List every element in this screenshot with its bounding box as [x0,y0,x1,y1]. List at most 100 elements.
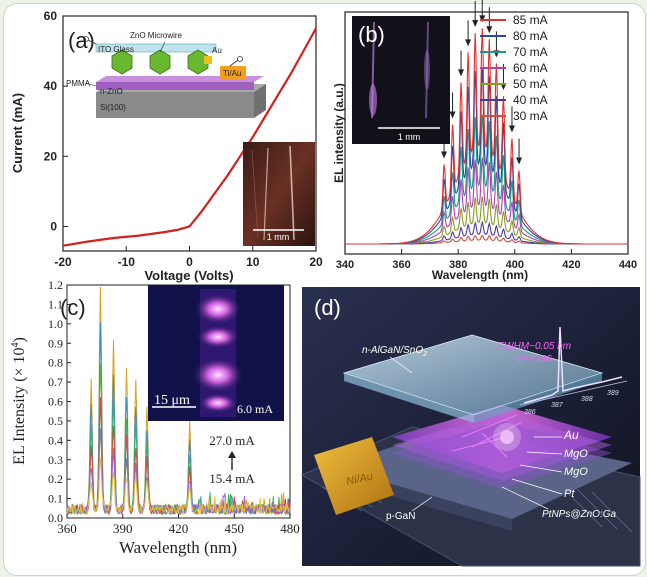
panel-c-letter: (c) [60,295,86,320]
pt-label: Pt [564,488,575,500]
panel-a-letter: (a) [68,28,95,53]
panel-b-xtick-label: 440 [619,259,637,271]
panel-c: 360 390 420 450 480 0.0 0.1 0.2 0.3 0.4 0.5 0.6 0.7 0… [0,278,300,577]
panel-b-inset-photo: 1 mm [352,16,450,144]
panel-c-series-line [66,428,291,517]
legend-label: 70 mA [513,45,548,59]
label-si: Si(100) [100,103,126,112]
panel-a: -20 -10 0 10 20 0 20 40 60 Current (mA) Voltage … [0,0,330,285]
mgo-label-2: MgO [564,466,588,478]
panel-c-xtick-label: 480 [280,521,300,536]
fwhm-label: FWHM~0.05 nm [498,341,571,352]
panel-a-ytick-label: 40 [44,79,58,93]
panel-c-xtick-label: 360 [57,521,77,536]
label-n-zno: n-ZnO [100,87,123,96]
panel-b-peak-arrowhead [441,151,448,159]
label-ti-au: Ti/Au [223,69,241,78]
panel-a-inset-diagram: ZnO Microwire ITO Glass Au Ti/Au n-ZnO P… [66,31,266,118]
panel-b-photo-scalebar: 1 mm [398,132,421,142]
panel-a-inset-photo: 1 mm [243,142,315,246]
panel-a-xtick-label: 10 [246,255,260,269]
panel-a-ytick-label: 20 [44,149,58,163]
panel-c-xtick-label: 420 [169,521,189,536]
panel-b-peak-arrowhead [479,15,486,23]
panel-b-xlabel: Wavelength (nm) [432,268,528,282]
panel-b-xtick-label: 340 [336,259,354,271]
label-zno-microwire: ZnO Microwire [130,31,183,40]
legend-label: 50 mA [513,77,548,91]
legend-label: 30 mA [513,109,548,123]
n-algan-label: n-AlGaN/SnO2 [362,345,427,358]
panel-b-series-line [345,234,628,245]
p-gan-label: p-GaN [386,511,415,522]
panel-c-ytick-label: 0.8 [48,356,63,370]
panel-b-peak-arrowhead [458,69,465,77]
panel-c-ytick-label: 1.2 [48,278,63,292]
panel-a-xtick-label: 20 [309,255,323,269]
panel-c-ytick-label: 0.9 [48,336,63,350]
panel-c-annotation-high: 27.0 mA [209,433,255,448]
panel-a-xtick-label: 0 [186,255,193,269]
panel-c-svg: 360 390 420 450 480 0.0 0.1 0.2 0.3 0.4 0.5 0.6 0.7 0… [10,278,300,557]
panel-a-ytick-label: 60 [44,9,58,23]
panel-c-ytick-label: 0.7 [48,375,63,389]
panel-b: 340 360 380 400 420 440 85 mA 80 mA 70 mA 60 mA 5… [330,0,647,285]
panel-a-svg: -20 -10 0 10 20 0 20 40 60 Current (mA) Voltage … [10,9,323,283]
legend-label: 40 mA [513,93,548,107]
panel-b-xtick-label: 380 [449,259,467,271]
panel-c-photo-scalebar: 15 μm [154,393,190,408]
panel-d-spectrum: 386 387 388 389 FWHM~0.05 nm Q~7746 [498,326,628,416]
panel-c-ytick-label: 0.1 [48,492,63,506]
panel-b-peak-arrowhead [516,157,523,165]
panel-c-inset-photo: 15 μm 6.0 mA [148,285,284,421]
panel-c-photo-current: 6.0 mA [237,402,273,416]
panel-c-xtick-label: 450 [225,521,245,536]
legend-label: 80 mA [513,29,548,43]
panel-b-peak-arrowhead [508,125,515,133]
panel-c-ytick-label: 0.3 [48,453,63,467]
panel-b-peak-arrowhead [465,39,472,47]
panel-c-xlabel: Wavelength (nm) [119,538,237,557]
panel-b-series-line [345,28,628,245]
panel-c-annotation-low: 15.4 mA [209,471,255,486]
panel-c-ytick-label: 1.1 [48,297,63,311]
spec-tick-387: 387 [551,402,564,409]
panel-a-ylabel: Current (mA) [10,93,25,173]
panel-c-ytick-label: 0.4 [48,433,63,447]
ptnps-label: PtNPs@ZnO:Ga [542,509,616,520]
panel-c-xtick-label: 390 [113,521,133,536]
panel-d-letter: (d) [314,295,341,320]
panel-b-xtick-label: 420 [562,259,580,271]
label-ito-glass: ITO Glass [98,45,134,54]
panel-b-series-line [345,157,628,245]
panel-c-ytick-label: 0.5 [48,414,63,428]
panel-a-ytick-label: 0 [50,219,57,233]
panel-b-ylabel: EL intensity (a.u.) [332,83,346,183]
panel-b-letter: (b) [358,22,385,47]
panel-d-svg: 386 387 388 389 FWHM~0.05 nm Q~7746 (d) … [300,287,641,567]
panel-d: 386 387 388 389 FWHM~0.05 nm Q~7746 (d) … [300,287,641,567]
panel-a-xtick-label: -10 [118,255,136,269]
ni-au-label: Ni/Au [345,471,374,488]
panel-a-photo-scalebar: 1 mm [267,232,290,242]
ni-au-contact [314,437,394,515]
panel-c-ytick-label: 0.0 [48,511,63,525]
panel-a-iv-curve [62,27,317,247]
spec-tick-388: 388 [581,396,593,403]
panel-b-peak-arrowhead [486,26,493,34]
panel-c-arrow [228,451,236,470]
q-label: Q~7746 [516,354,552,365]
legend-label: 85 mA [513,13,548,27]
spec-tick-386: 386 [524,409,536,416]
label-au: Au [212,46,222,55]
label-pmma: PMMA [66,79,91,88]
panel-b-svg: 340 360 380 400 420 440 85 mA 80 mA 70 mA 60 mA 5… [332,0,637,282]
panel-c-series-line [66,457,291,516]
legend-label: 60 mA [513,61,548,75]
panel-c-ytick-label: 1.0 [48,317,63,331]
panel-b-peak-arrowhead [449,111,456,119]
au-label: Au [563,428,579,442]
panel-b-peak-arrowhead [472,20,479,28]
mgo-label-1: MgO [564,448,588,460]
panel-c-ytick-label: 0.2 [48,472,63,486]
